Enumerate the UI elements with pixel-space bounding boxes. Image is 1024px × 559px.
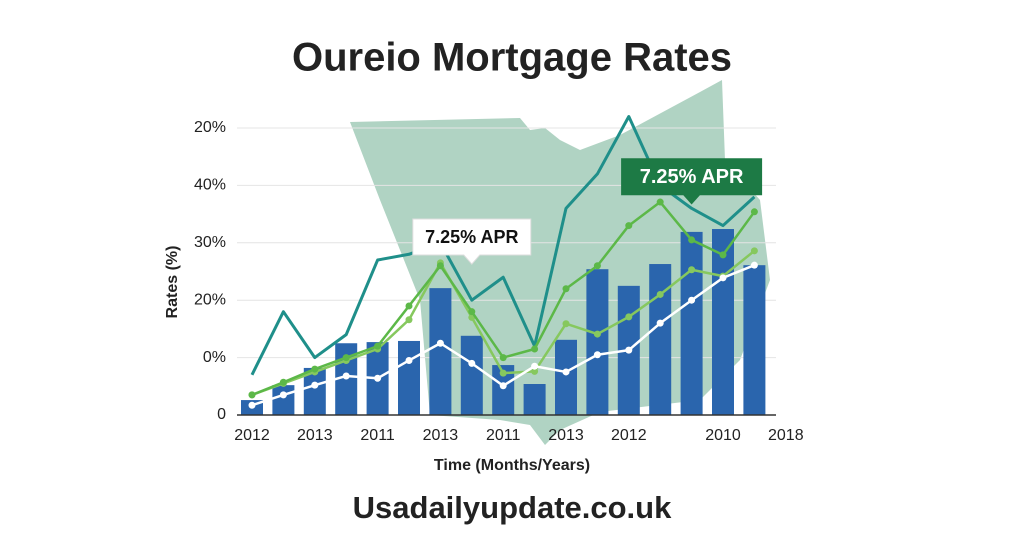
annotation-text: 7.25% APR [425,227,518,247]
bar [429,288,452,415]
x-tick-label: 2012 [611,427,647,444]
bar [555,339,577,415]
line-marker [436,262,444,270]
line-marker [405,302,413,310]
bar [303,367,326,415]
line-marker [531,362,539,370]
line-marker [750,261,758,269]
bar [492,365,515,415]
line-marker [688,266,696,274]
x-axis-label: Time (Months/Years) [434,457,590,474]
line-marker [248,391,256,399]
y-axis-label: Rates (%) [164,246,181,319]
line-marker [499,369,507,377]
line-marker [248,401,256,409]
bar [460,335,483,415]
line-marker [656,290,664,298]
bar [272,385,295,415]
x-tick-label: 2013 [423,427,459,444]
x-tick-label: 2018 [768,427,804,444]
annotation-box [621,158,763,205]
line-marker [593,351,601,359]
line-marker [593,262,601,270]
y-tick-label: 20% [194,291,226,308]
line-marker [499,382,507,390]
bar [649,264,672,415]
line-marker [750,247,758,255]
line-marker [531,367,539,375]
annotations: 7.25% APR 7.25% APR [412,158,763,265]
line-marker [436,339,444,347]
line-marker [342,372,350,380]
y-tick-label: 0 [217,406,226,423]
x-tick-label: 2012 [234,427,270,444]
line-marker [468,359,476,367]
chart-title: Oureio Mortgage Rates [292,36,732,80]
y-tick-label: 30% [194,234,226,251]
y-tick-label: 0% [203,349,226,366]
bar [586,269,609,415]
bar [523,384,546,415]
line-marker [593,330,601,338]
line-marker [562,320,570,328]
line-marker [374,374,382,382]
bar [680,231,703,415]
line-marker [562,285,570,293]
line-marker [750,208,758,216]
line-marker [688,236,696,244]
line-marker [562,368,570,376]
line-marker [374,342,382,350]
line-marker [625,313,633,321]
annotation-box [412,218,532,265]
line-marker [719,274,727,282]
line-marker [405,316,413,324]
line-marker [279,378,287,386]
line-marker [625,222,633,230]
line-marker [656,319,664,327]
line-marker [499,354,507,362]
bar [398,340,420,415]
line-marker [405,356,413,364]
line-marker [279,391,287,399]
x-tick-label: 2013 [297,427,333,444]
line-marker [468,308,476,316]
line-marker [531,345,539,353]
x-tick-label: 2011 [486,427,521,444]
y-tick-label: 40% [194,177,226,194]
x-tick-label: 2013 [548,427,584,444]
x-tick-label: 2010 [705,427,741,444]
plot [241,115,766,415]
line-marker [688,296,696,304]
line-marker [342,354,350,362]
x-tick-label: 2011 [360,427,395,444]
line-marker [311,381,319,389]
y-tick-label: 20% [194,119,226,136]
line-marker [625,346,633,354]
line-marker [719,251,727,259]
bar [743,265,766,415]
line-marker [656,198,664,206]
footer: Usadailyupdate.co.uk [353,490,672,525]
annotation-text: 7.25% APR [640,166,744,188]
line-marker [311,365,319,373]
